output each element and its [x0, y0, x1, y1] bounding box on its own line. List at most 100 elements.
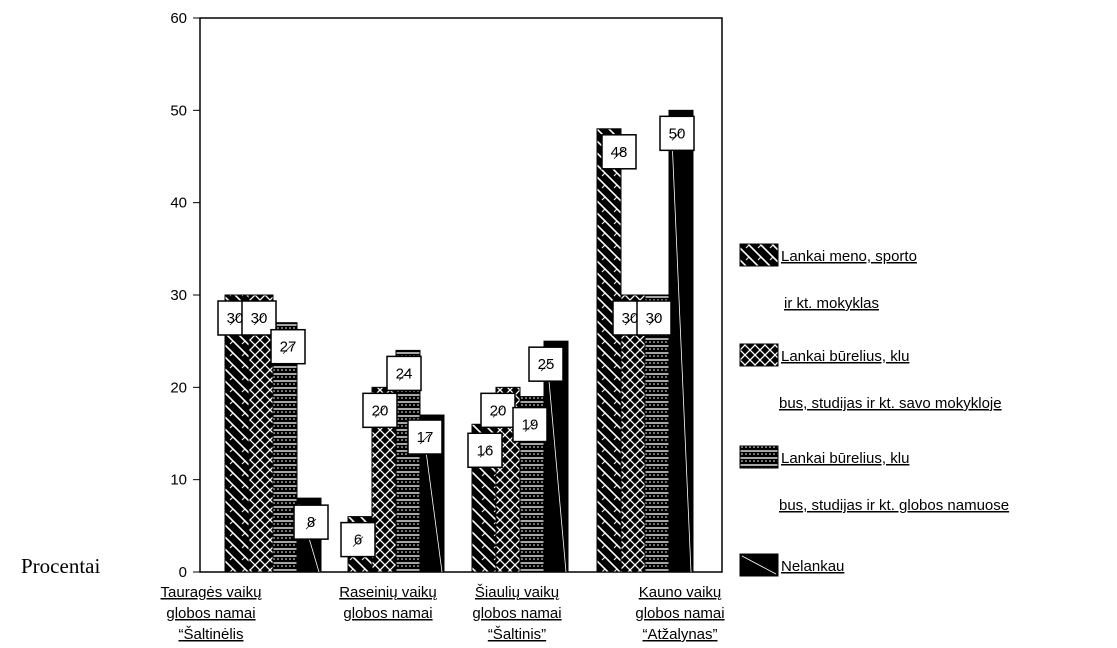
data-label: 17 [407, 419, 443, 455]
x-category-label-line: globos namai [472, 605, 561, 622]
legend-swatch [739, 445, 779, 469]
legend-item: Lankai būrelius, klu bus, studijas ir kt.… [739, 343, 1002, 412]
y-tick-label: 10 [170, 472, 187, 489]
x-category-label-line: “Šaltinėlis [178, 626, 243, 643]
y-axis-label: Procentai [21, 554, 100, 578]
data-label-text: 20 [490, 402, 507, 419]
data-label-text: 48 [611, 144, 628, 161]
data-label: 19 [512, 406, 548, 443]
data-label-text: 19 [522, 417, 539, 434]
y-tick-label: 60 [170, 10, 187, 27]
x-category-label-line: Kauno vaikų [639, 584, 722, 601]
legend-label: bus, studijas ir kt. savo mokykloje [779, 395, 1002, 412]
data-label-text: 8 [307, 514, 315, 531]
data-label-box [528, 346, 564, 382]
data-label-text: 30 [646, 310, 663, 327]
data-label: 6 [340, 521, 376, 558]
x-category-label-line: Šiaulių vaikų [475, 584, 559, 601]
bars [224, 109, 694, 573]
data-label-leader [492, 407, 504, 418]
y-tick-label: 40 [170, 195, 187, 212]
data-label: 48 [601, 134, 637, 170]
data-label-box [241, 300, 277, 336]
y-tick-label: 30 [170, 287, 187, 304]
legend-label: bus, studijas ir kt. globos namuose [779, 497, 1009, 514]
bar [644, 294, 670, 573]
data-label-text: 24 [396, 365, 413, 382]
legend-item: Nelankau [739, 553, 844, 577]
x-category-label: Raseinių vaikų globos namai [339, 584, 437, 622]
data-label: 20 [480, 392, 516, 429]
x-category-label: Šiaulių vaikų globos namai “Šaltinis” [472, 584, 561, 643]
legend-swatch-hatch [741, 555, 777, 575]
data-label-text: 30 [227, 310, 244, 327]
data-label-leader [613, 148, 625, 160]
data-label-text: 27 [280, 339, 297, 356]
legend-label: Lankai būrelius, klu [781, 450, 909, 467]
x-category-label: Kauno vaikų globos namai “Atžalynas” [635, 584, 724, 643]
bar [248, 294, 274, 573]
legend-swatch [739, 243, 779, 267]
bar [596, 128, 622, 573]
data-label: 16 [467, 432, 503, 469]
data-label-box [467, 432, 503, 469]
data-label-leader [229, 314, 241, 326]
data-label-leader [671, 130, 683, 141]
data-label: 25 [528, 346, 564, 382]
bar-hatch-line [670, 116, 692, 573]
y-tick-label: 0 [179, 564, 187, 581]
data-label-box [293, 504, 329, 540]
data-label-leader [419, 433, 431, 445]
data-label-box [270, 328, 306, 365]
data-label-box [601, 134, 637, 170]
legend-label: Lankai būrelius, klu [781, 348, 909, 365]
legend-label: Lankai meno, sporto [781, 248, 917, 265]
data-label-leader [282, 343, 294, 354]
data-label-box [659, 115, 695, 152]
x-category-label-line: Raseinių vaikų [339, 584, 437, 601]
data-label-leader [524, 421, 536, 432]
data-label-text: 20 [372, 402, 389, 419]
y-axis: 0 10 20 30 40 50 60 [170, 10, 200, 581]
data-label-text: 30 [251, 310, 268, 327]
data-label: 24 [386, 355, 422, 392]
bar-hatch-line [545, 347, 567, 573]
legend-label: ir kt. mokyklas [784, 295, 879, 312]
data-label-box [480, 392, 516, 429]
x-category-label-line: Tauragės vaikų [161, 584, 262, 601]
data-label-box [512, 406, 548, 443]
data-label-leader [374, 407, 386, 418]
bar [620, 294, 646, 573]
data-label-leader [624, 314, 636, 326]
data-label-text: 30 [622, 310, 639, 327]
data-label: 20 [362, 392, 398, 429]
legend-item: Lankai meno, sporto ir kt. mokyklas [739, 243, 917, 312]
data-label-text: 16 [477, 442, 494, 459]
data-label-box [386, 355, 422, 392]
data-label-leader [648, 314, 660, 326]
x-category-label-line: globos namai [166, 605, 255, 622]
data-label: 8 [293, 504, 329, 540]
y-tick-label: 50 [170, 102, 187, 119]
data-label: 50 [659, 115, 695, 152]
data-label-box [340, 521, 376, 558]
data-labels: 30 6 16 48 30 20 20 30 27 24 19 30 8 17 25 50 [217, 115, 695, 558]
data-label: 27 [270, 328, 306, 365]
data-label-leader [540, 360, 552, 372]
data-label-leader [352, 536, 364, 547]
x-category-label-line: globos namai [635, 605, 724, 622]
bar [224, 294, 250, 573]
legend-item: Lankai būrelius, klu bus, studijas ir kt.… [739, 445, 1009, 514]
data-label: 30 [636, 300, 672, 336]
x-category-label-line: “Atžalynas” [642, 626, 717, 643]
data-label-text: 6 [354, 532, 362, 549]
data-label-text: 50 [669, 125, 686, 142]
data-label-text: 25 [538, 356, 555, 373]
x-category-label-line: “Šaltinis” [488, 626, 546, 643]
data-label-leader [253, 314, 265, 326]
data-label-box [362, 392, 398, 429]
legend-swatch [739, 343, 779, 367]
data-label-leader [479, 447, 491, 458]
data-label-leader [305, 518, 317, 530]
